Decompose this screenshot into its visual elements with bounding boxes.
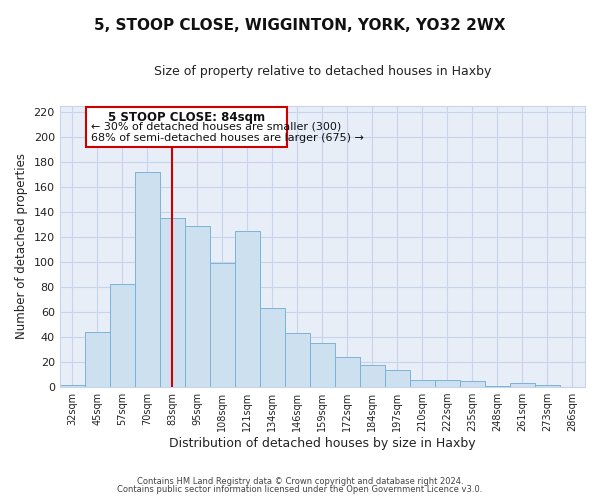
Bar: [210, 263, 235, 387]
Title: Size of property relative to detached houses in Haxby: Size of property relative to detached ho…: [154, 65, 491, 78]
Bar: [85, 332, 110, 387]
X-axis label: Distribution of detached houses by size in Haxby: Distribution of detached houses by size …: [169, 437, 476, 450]
Bar: [260, 308, 285, 387]
Bar: [510, 384, 535, 387]
Text: 5, STOOP CLOSE, WIGGINTON, YORK, YO32 2WX: 5, STOOP CLOSE, WIGGINTON, YORK, YO32 2W…: [94, 18, 506, 32]
Bar: [385, 370, 410, 387]
Bar: [59, 384, 85, 387]
Bar: [310, 344, 335, 387]
Bar: [360, 364, 385, 387]
Bar: [110, 284, 135, 387]
Bar: [460, 381, 485, 387]
Bar: [135, 172, 160, 387]
Bar: [335, 357, 360, 387]
Bar: [435, 380, 460, 387]
Text: Contains public sector information licensed under the Open Government Licence v3: Contains public sector information licen…: [118, 485, 482, 494]
Bar: [185, 226, 210, 387]
FancyBboxPatch shape: [86, 107, 287, 147]
Bar: [410, 380, 435, 387]
Text: 5 STOOP CLOSE: 84sqm: 5 STOOP CLOSE: 84sqm: [108, 110, 265, 124]
Text: Contains HM Land Registry data © Crown copyright and database right 2024.: Contains HM Land Registry data © Crown c…: [137, 478, 463, 486]
Y-axis label: Number of detached properties: Number of detached properties: [15, 154, 28, 340]
Bar: [485, 386, 510, 387]
Text: 68% of semi-detached houses are larger (675) →: 68% of semi-detached houses are larger (…: [91, 133, 364, 143]
Bar: [235, 230, 260, 387]
Bar: [285, 334, 310, 387]
Bar: [535, 384, 560, 387]
Text: ← 30% of detached houses are smaller (300): ← 30% of detached houses are smaller (30…: [91, 122, 341, 132]
Bar: [160, 218, 185, 387]
